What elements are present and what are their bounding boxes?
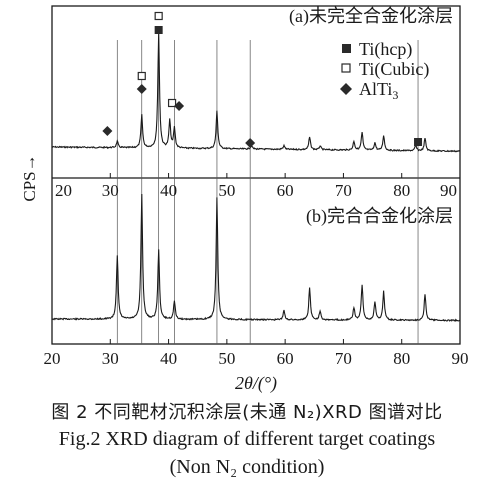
- x-tick-label: 90: [452, 349, 469, 368]
- x-tick-label: 20: [44, 349, 61, 368]
- x-tick-label-mid: 40: [160, 181, 177, 200]
- x-tick-label-mid: 50: [218, 181, 235, 200]
- panel-a-label: (a)未完全合金化涂层: [289, 6, 453, 27]
- y-axis-label: CPS→: [20, 154, 39, 201]
- x-tick-label-mid: 70: [335, 181, 352, 200]
- phase-markers: [102, 11, 423, 148]
- marker-alti3: [174, 101, 185, 111]
- legend-label: Ti(hcp): [359, 39, 412, 60]
- x-tick-label-mid: 30: [102, 181, 119, 200]
- legend-symbol-ti-cubic: [341, 63, 351, 73]
- x-tick-label: 60: [277, 349, 294, 368]
- x-tick-label-mid: 90: [440, 181, 457, 200]
- caption-chinese: 图 2 不同靶材沉积涂层(未通 N₂)XRD 图谱对比: [51, 402, 443, 423]
- legend: Ti(hcp)Ti(Cubic)AlTi3: [340, 39, 429, 102]
- marker-ti-cubic: [154, 11, 163, 21]
- marker-alti3: [136, 84, 147, 94]
- legend-symbol-alti3: [340, 83, 352, 95]
- plot-frame: [51, 5, 461, 345]
- x-tick-label-mid: 20: [55, 181, 72, 200]
- x-tick-label-mid: 80: [393, 181, 410, 200]
- marker-ti-hcp: [414, 138, 423, 146]
- x-tick-label-mid: 60: [277, 181, 294, 200]
- curve-b: [51, 193, 461, 322]
- reference-lines: [116, 40, 419, 344]
- caption-english-line1: Fig.2 XRD diagram of different target co…: [58, 428, 436, 450]
- x-tick-label: 50: [218, 349, 235, 368]
- x-tick-label: 70: [335, 349, 352, 368]
- diffraction-curves: [51, 31, 461, 322]
- x-tick-label: 30: [102, 349, 119, 368]
- tick-labels: 20 20 30 30 40 40 50 50 60 60 70 70 80 80 90 90: [44, 181, 469, 368]
- marker-alti3: [245, 138, 256, 148]
- legend-symbol-ti-hcp: [342, 44, 351, 53]
- axis-labels: (a)未完全合金化涂层 (b)完合合金化涂层 CPS→ 2θ/(°): [20, 6, 453, 394]
- curve-a: [51, 31, 461, 153]
- x-tick-label: 80: [393, 349, 410, 368]
- marker-ti-cubic: [137, 71, 146, 81]
- marker-ti-cubic: [167, 98, 177, 108]
- caption-english-line2: (Non N₂ condition): [169, 456, 325, 478]
- panel-b-label: (b)完合合金化涂层: [306, 206, 453, 227]
- x-axis-label: 2θ/(°): [235, 373, 277, 394]
- marker-alti3: [102, 126, 113, 136]
- x-tick-label: 40: [160, 349, 177, 368]
- marker-ti-hcp: [154, 26, 163, 34]
- legend-label: Ti(Cubic): [359, 59, 429, 80]
- legend-label: AlTi3: [359, 79, 398, 102]
